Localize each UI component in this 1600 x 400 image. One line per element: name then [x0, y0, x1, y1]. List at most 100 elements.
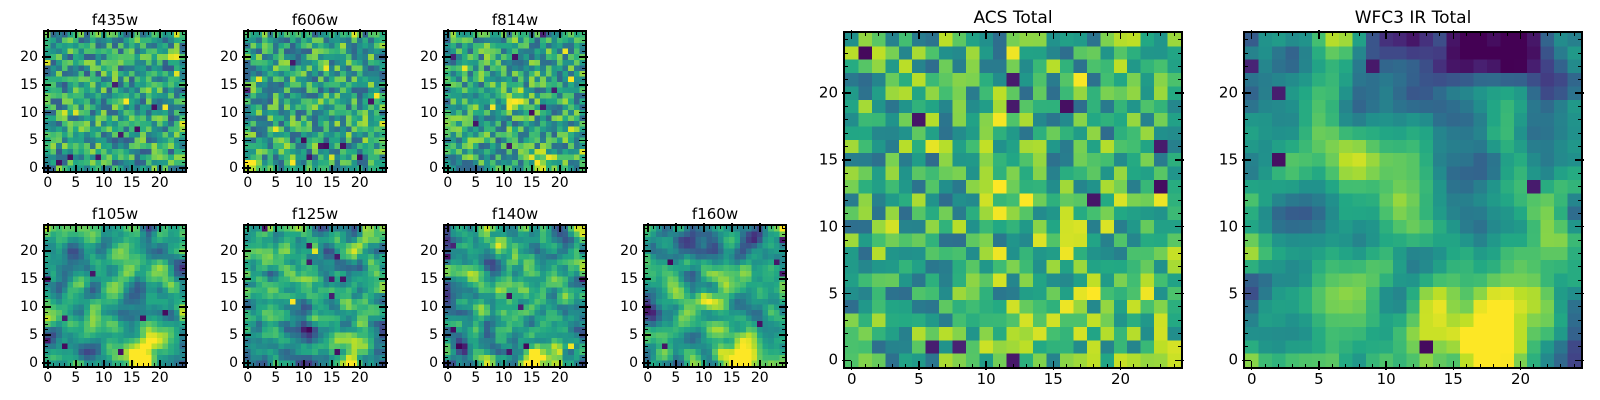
x-minor-tick	[480, 363, 482, 368]
y-minor-tick	[582, 233, 587, 235]
x-minor-tick	[252, 30, 254, 35]
x-minor-tick	[736, 363, 738, 368]
y-minor-tick	[182, 134, 187, 136]
y-minor-tick	[782, 284, 787, 286]
y-minor-tick	[843, 266, 848, 268]
y-major-tick	[642, 250, 651, 252]
x-minor-tick	[1264, 31, 1266, 36]
x-major-tick	[303, 360, 305, 369]
y-major-tick	[242, 167, 251, 169]
x-major-tick	[1119, 30, 1122, 39]
y-minor-tick	[582, 106, 587, 108]
heatmap-canvas	[1245, 33, 1581, 367]
y-minor-tick	[582, 228, 587, 230]
x-minor-tick	[720, 363, 722, 368]
x-minor-tick	[1173, 364, 1175, 369]
x-major-tick	[559, 165, 561, 174]
y-minor-tick	[182, 261, 187, 263]
y-tick-label: 15	[20, 76, 38, 93]
x-minor-tick	[999, 31, 1001, 36]
y-minor-tick	[243, 351, 248, 353]
x-major-tick	[1250, 30, 1253, 39]
y-minor-tick	[443, 156, 448, 158]
y-minor-tick	[243, 329, 248, 331]
y-minor-tick	[243, 73, 248, 75]
x-minor-tick	[1493, 364, 1495, 369]
x-minor-tick	[153, 363, 155, 368]
y-minor-tick	[443, 345, 448, 347]
y-minor-tick	[43, 67, 48, 69]
heatmap-canvas	[45, 226, 185, 366]
y-minor-tick	[182, 62, 187, 64]
x-minor-tick	[1291, 364, 1293, 369]
y-minor-tick	[1178, 279, 1183, 281]
y-minor-tick	[643, 261, 648, 263]
y-major-tick	[42, 167, 51, 169]
y-major-tick	[779, 306, 788, 308]
x-minor-tick	[1399, 364, 1401, 369]
x-minor-tick	[269, 168, 271, 173]
y-minor-tick	[443, 289, 448, 291]
x-minor-tick	[1372, 31, 1374, 36]
y-tick-label: 10	[620, 299, 638, 316]
y-minor-tick	[43, 62, 48, 64]
y-minor-tick	[182, 329, 187, 331]
x-minor-tick	[891, 364, 893, 369]
x-minor-tick	[570, 30, 572, 35]
y-minor-tick	[1178, 266, 1183, 268]
y-tick-label: 10	[220, 299, 238, 316]
y-minor-tick	[443, 284, 448, 286]
y-minor-tick	[182, 128, 187, 130]
y-minor-tick	[243, 67, 248, 69]
x-minor-tick	[1560, 364, 1562, 369]
x-minor-tick	[148, 168, 150, 173]
x-minor-tick	[164, 30, 166, 35]
x-major-tick	[559, 360, 561, 369]
y-major-tick	[179, 362, 188, 364]
y-minor-tick	[182, 45, 187, 47]
y-minor-tick	[243, 295, 248, 297]
x-minor-tick	[170, 363, 172, 368]
x-minor-tick	[697, 363, 699, 368]
y-tick-label: 5	[29, 132, 38, 149]
x-minor-tick	[1560, 31, 1562, 36]
x-minor-tick	[336, 30, 338, 35]
y-major-tick	[1175, 92, 1184, 94]
x-minor-tick	[664, 224, 666, 229]
x-minor-tick	[336, 224, 338, 229]
y-minor-tick	[1178, 239, 1183, 241]
y-minor-tick	[582, 151, 587, 153]
y-minor-tick	[582, 284, 587, 286]
x-major-tick	[675, 360, 677, 369]
x-major-tick	[559, 29, 561, 38]
x-minor-tick	[120, 224, 122, 229]
y-minor-tick	[43, 289, 48, 291]
y-minor-tick	[43, 228, 48, 230]
x-tick-label: 20	[750, 370, 769, 386]
x-minor-tick	[508, 168, 510, 173]
x-minor-tick	[280, 224, 282, 229]
y-minor-tick	[382, 73, 387, 75]
y-minor-tick	[243, 267, 248, 269]
x-minor-tick	[148, 224, 150, 229]
x-minor-tick	[576, 363, 578, 368]
x-major-tick	[131, 29, 133, 38]
y-minor-tick	[443, 78, 448, 80]
y-minor-tick	[43, 351, 48, 353]
x-minor-tick	[314, 168, 316, 173]
y-minor-tick	[643, 312, 648, 314]
x-minor-tick	[581, 168, 583, 173]
x-minor-tick	[314, 363, 316, 368]
x-tick-label: 10	[294, 175, 313, 191]
x-minor-tick	[1425, 31, 1427, 36]
y-minor-tick	[243, 39, 248, 41]
y-tick-label: 0	[828, 350, 838, 369]
y-tick-label: 5	[429, 327, 438, 344]
x-minor-tick	[120, 30, 122, 35]
x-major-tick	[159, 165, 161, 174]
y-minor-tick	[382, 62, 387, 64]
x-minor-tick	[308, 30, 310, 35]
x-major-tick	[1052, 361, 1055, 370]
x-tick-label: 10	[494, 175, 513, 191]
x-minor-tick	[781, 224, 783, 229]
